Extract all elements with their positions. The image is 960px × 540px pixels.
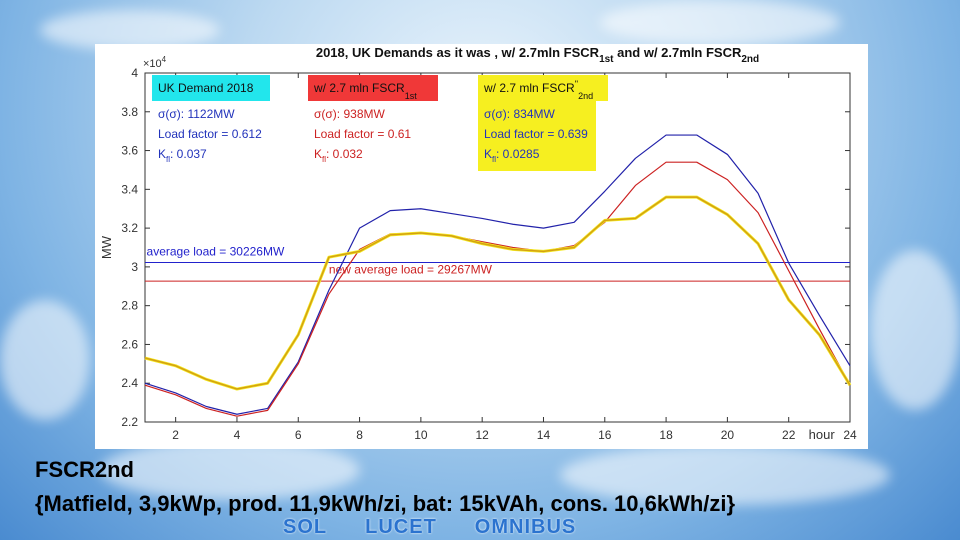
legend-kfl: Kfl: 0.037 xyxy=(158,147,207,164)
x-tick-label: 20 xyxy=(721,428,735,442)
y-tick-label: 2.2 xyxy=(121,415,138,429)
legend-kfl-sub: fl xyxy=(322,155,326,164)
legend-sigma: σ(σ): 834MW xyxy=(484,107,555,121)
cloud-decoration xyxy=(870,250,960,410)
legend-kfl-sub: fl xyxy=(492,155,496,164)
x-tick-label: 24 xyxy=(843,428,857,442)
y-tick-label: 3.2 xyxy=(121,221,138,235)
chart-title: 2018, UK Demands as it was , w/ 2.7mln F… xyxy=(316,45,759,65)
chart-title-sub: 1st xyxy=(599,54,614,65)
legend-sigma: σ(σ): 1122MW xyxy=(158,107,235,121)
legend-load-factor: Load factor = 0.61 xyxy=(314,127,411,141)
x-tick-label: 8 xyxy=(356,428,363,442)
x-tick-label: 2 xyxy=(172,428,179,442)
y-tick-label: 4 xyxy=(131,66,138,80)
x-tick-label: 12 xyxy=(475,428,489,442)
y-tick-label: 3.6 xyxy=(121,144,138,158)
y-tick-label: 2.6 xyxy=(121,337,138,351)
cloud-decoration xyxy=(40,10,220,50)
x-tick-label: 14 xyxy=(537,428,551,442)
legend-stats-bg xyxy=(478,101,596,171)
legend-kfl: Kfl: 0.0285 xyxy=(484,147,540,164)
x-tick-label: 6 xyxy=(295,428,302,442)
legend-sigma: σ(σ): 938MW xyxy=(314,107,385,121)
y-axis-label: MW xyxy=(99,235,114,259)
y-exponent-label: ×104 xyxy=(143,55,167,70)
legend-kfl: Kfl: 0.032 xyxy=(314,147,363,164)
legend-title: UK Demand 2018 xyxy=(158,81,254,95)
cloud-decoration xyxy=(0,300,90,420)
legend-load-factor: Load factor = 0.612 xyxy=(158,127,262,141)
cloud-decoration xyxy=(100,440,360,500)
motto: SOL LUCET OMNIBUS xyxy=(283,516,614,539)
y-tick-label: 3.8 xyxy=(121,105,138,119)
cloud-decoration xyxy=(600,0,840,45)
chart-title-mid: and w/ 2.7mln FSCR xyxy=(614,45,742,60)
x-tick-label: 16 xyxy=(598,428,612,442)
series-line xyxy=(144,134,851,415)
series-line xyxy=(144,196,851,390)
legend-title-sub: 2nd xyxy=(578,91,593,101)
average-line-label: average load = 30226MW xyxy=(147,244,285,258)
chart-title-sub: 2nd xyxy=(741,54,759,65)
legend-load-factor: Load factor = 0.639 xyxy=(484,127,588,141)
x-tick-label: 18 xyxy=(659,428,673,442)
motto-word: SOL xyxy=(283,516,328,538)
y-exponent-power: 4 xyxy=(162,55,167,64)
caption-title: FSCR2nd xyxy=(35,457,134,482)
y-tick-label: 3 xyxy=(131,260,138,274)
y-tick-label: 3.4 xyxy=(121,182,138,196)
motto-word: OMNIBUS xyxy=(474,516,577,538)
x-tick-label: 4 xyxy=(234,428,241,442)
y-tick-label: 2.4 xyxy=(121,376,138,390)
legend-kfl-value: : 0.037 xyxy=(170,147,207,161)
x-tick-label: 22 xyxy=(782,428,796,442)
legend-title-sup: '' xyxy=(575,79,579,89)
chart-panel: 2.2 2.4 2.6 2.8 3 3.2 3.4 3.6 3.8 4 2 4 6 8 10 12 14 16 18… xyxy=(95,44,868,449)
legend-kfl-sub: fl xyxy=(166,155,170,164)
legend-title-bg xyxy=(152,75,270,101)
legend-kfl-value: : 0.032 xyxy=(326,147,363,161)
average-line-label: new average load = 29267MW xyxy=(329,263,493,277)
y-tick-label: 2.8 xyxy=(121,299,138,313)
cloud-decoration xyxy=(560,445,890,505)
x-axis-label: hour xyxy=(809,427,836,442)
series-line xyxy=(144,161,851,417)
legend-title-sub: 1st xyxy=(405,91,418,101)
legend-title-bg xyxy=(308,75,438,101)
x-tick-label: 10 xyxy=(414,428,428,442)
line-chart: 2.22.42.62.833.23.43.63.842 4 6 8 10 12 14 16 18… xyxy=(99,45,857,442)
legend-kfl-value: : 0.0285 xyxy=(496,147,540,161)
legend-title-bg xyxy=(478,75,608,101)
caption-details: {Matfield, 3,9kWp, prod. 11,9kWh/zi, bat… xyxy=(35,491,736,516)
motto-word: LUCET xyxy=(365,516,437,538)
